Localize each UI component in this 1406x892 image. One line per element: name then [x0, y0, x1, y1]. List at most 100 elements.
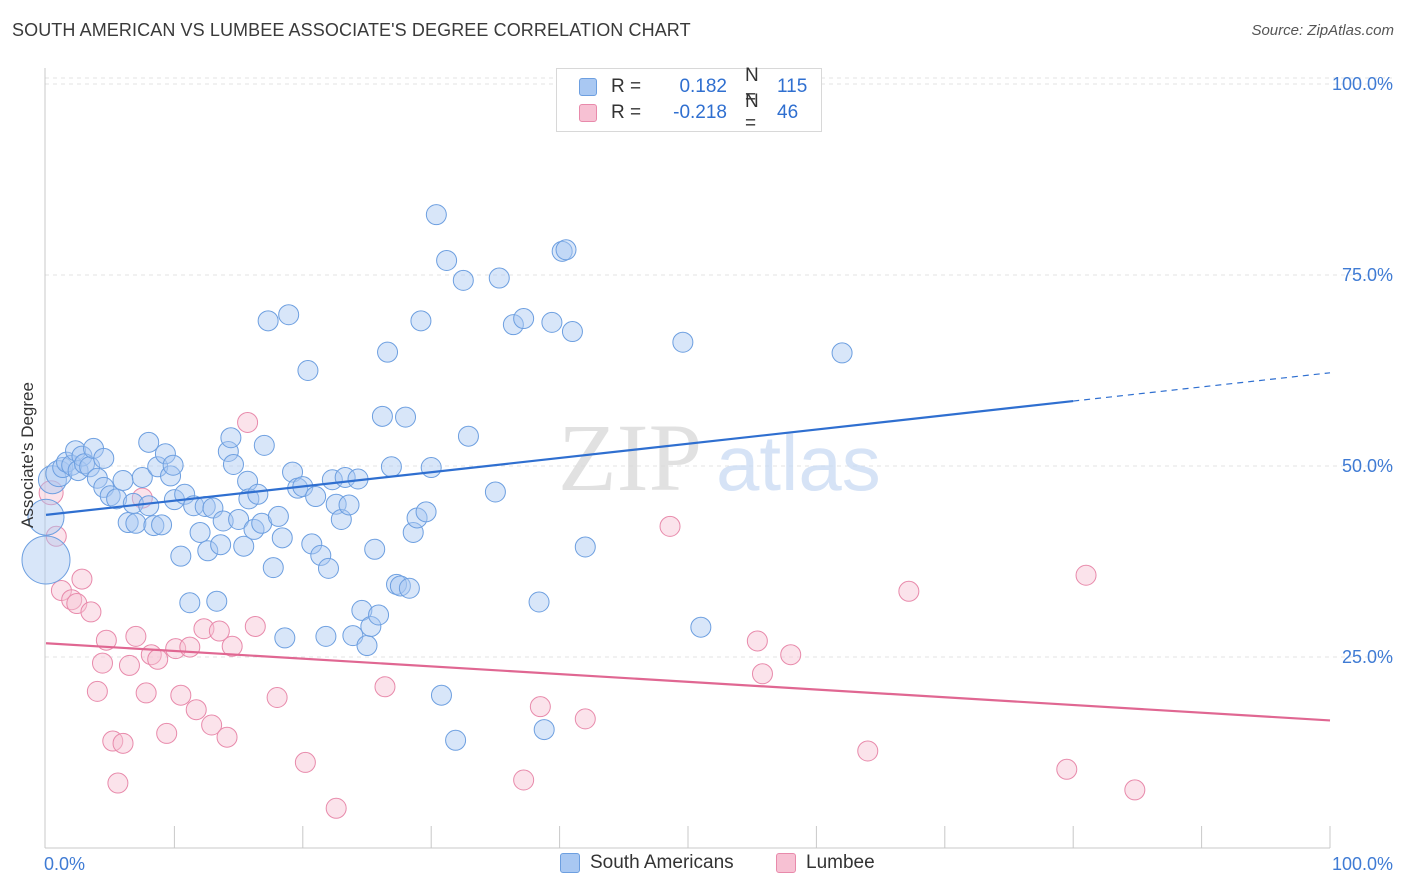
- south-american-point: [356, 635, 378, 657]
- south-american-point: [502, 314, 524, 336]
- south-american-point: [189, 521, 211, 543]
- watermark-zip: ZIP: [558, 404, 702, 511]
- lumbee-point: [86, 680, 108, 702]
- y-tick-label: 75.0%: [1342, 265, 1393, 285]
- lumbee-point: [71, 568, 93, 590]
- lumbee-point: [1056, 758, 1078, 780]
- lumbee-point: [156, 722, 178, 744]
- lumbee-point: [244, 615, 266, 637]
- south-american-point: [528, 591, 550, 613]
- lumbee-point: [659, 515, 681, 537]
- lumbee-point: [857, 740, 879, 762]
- south-american-point: [831, 342, 853, 364]
- lumbee-point: [147, 648, 169, 670]
- south-american-point: [179, 592, 201, 614]
- south-american-point: [253, 434, 275, 456]
- n-value: 115: [777, 76, 808, 97]
- south-american-point: [533, 719, 555, 741]
- y-tick-label: 25.0%: [1342, 647, 1393, 667]
- lumbee-point: [170, 684, 192, 706]
- south-american-point: [415, 501, 437, 523]
- lumbee-point: [1124, 779, 1146, 801]
- south-american-point: [420, 457, 442, 479]
- lumbee-point: [185, 699, 207, 721]
- south-american-point: [317, 557, 339, 579]
- south-american-point: [338, 494, 360, 516]
- bottom-legend-swatch-blue: [560, 853, 580, 873]
- bottom-legend-lumbee: Lumbee: [776, 852, 875, 874]
- south-american-point: [541, 311, 563, 333]
- south-american-point: [297, 360, 319, 381]
- bottom-legend-swatch-pink: [776, 853, 796, 873]
- x-tick-label-max: 100.0%: [1332, 854, 1393, 874]
- lumbee-point: [513, 769, 535, 791]
- source-label: Source: ZipAtlas.com: [1251, 22, 1394, 39]
- lumbee-point: [898, 580, 920, 602]
- lumbee-point: [216, 726, 238, 748]
- south-american-point: [206, 590, 228, 612]
- south-american-point: [395, 406, 417, 428]
- south-american-point: [561, 321, 583, 343]
- south-american-point: [112, 470, 134, 492]
- axes: [44, 68, 1331, 849]
- legend-swatch-pink: [579, 104, 597, 122]
- south-american-point: [360, 615, 382, 637]
- watermark-atlas: atlas: [716, 419, 881, 507]
- south-american-point: [93, 447, 115, 469]
- south-american-point: [267, 505, 289, 527]
- south-american-point: [436, 249, 458, 271]
- lumbee-point: [266, 686, 288, 708]
- lumbee-point: [294, 751, 316, 773]
- south-american-point: [513, 308, 535, 330]
- south-american-point: [125, 512, 147, 534]
- south-american-point: [371, 405, 393, 427]
- lumbee-point: [751, 663, 773, 685]
- south-american-trend-extension: [1073, 372, 1331, 402]
- south-american-point: [389, 575, 411, 597]
- x-tick-labels: 0.0% 100.0%: [44, 854, 1393, 874]
- r-label: R =: [611, 102, 642, 123]
- south-american-point: [410, 310, 432, 332]
- stats-legend: R = 0.182 N = 115 R = -0.218 N = 46: [556, 65, 822, 134]
- south-american-point: [484, 481, 506, 503]
- south-american-point: [212, 510, 234, 532]
- south-american-point: [398, 577, 420, 599]
- lumbee-point: [118, 654, 140, 676]
- lumbee-point: [112, 732, 134, 754]
- y-tick-label: 50.0%: [1342, 456, 1393, 476]
- south-american-point: [197, 540, 219, 562]
- legend-swatch-blue: [579, 78, 597, 96]
- lumbee-point: [107, 772, 129, 794]
- r-value: -0.218: [673, 102, 727, 123]
- south-american-point: [233, 535, 255, 557]
- south-american-point: [143, 515, 165, 537]
- lumbee-point: [325, 797, 347, 819]
- south-american-point: [452, 269, 474, 291]
- south-american-point: [257, 310, 279, 332]
- south-american-point: [154, 443, 176, 465]
- south-american-point: [551, 240, 573, 262]
- lumbee-point: [237, 411, 259, 433]
- x-tick-label-min: 0.0%: [44, 854, 85, 874]
- south-american-point: [310, 544, 332, 566]
- south-american-point: [368, 604, 390, 626]
- lumbee-point: [201, 714, 223, 736]
- bottom-legend-label: Lumbee: [806, 852, 875, 873]
- lumbee-points: [38, 411, 1146, 819]
- n-label: N =: [745, 91, 759, 134]
- south-american-point: [274, 627, 296, 649]
- lumbee-point: [529, 696, 551, 718]
- lumbee-point: [80, 601, 102, 623]
- south-american-point: [282, 461, 304, 483]
- lumbee-point: [95, 629, 117, 651]
- south-american-point: [574, 536, 596, 558]
- south-american-point: [160, 465, 182, 487]
- south-american-point: [210, 534, 232, 556]
- n-value: 46: [777, 102, 799, 123]
- south-american-point: [138, 431, 160, 453]
- south-american-point: [151, 514, 173, 536]
- south-american-point: [247, 483, 269, 505]
- grid-lines: [45, 77, 1392, 658]
- trend-lines: [45, 372, 1331, 722]
- watermark: ZIP atlas: [558, 404, 881, 511]
